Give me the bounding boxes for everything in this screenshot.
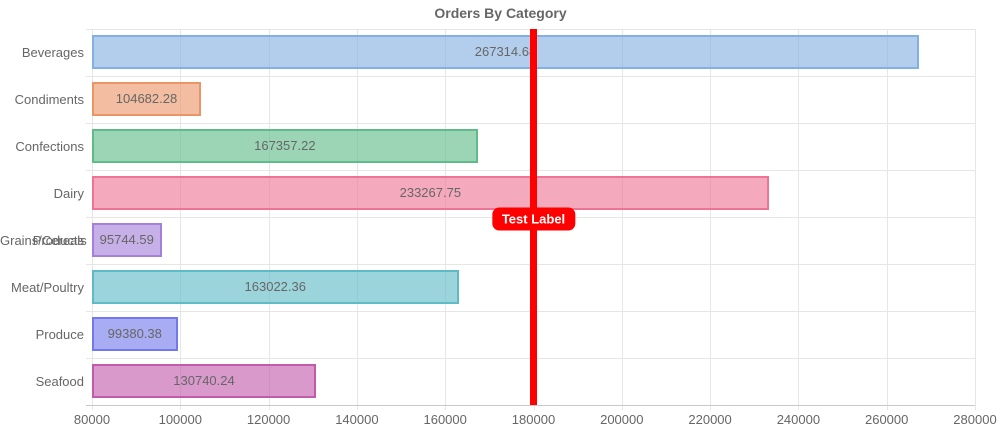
y-axis-category-label: Dairy Products xyxy=(32,185,84,248)
bar-confections[interactable] xyxy=(92,129,478,164)
bar-value-label: 267314.68 xyxy=(474,44,537,60)
x-axis-tick-label: 120000 xyxy=(246,412,291,427)
x-gridline xyxy=(356,28,358,410)
x-axis-tick-label: 80000 xyxy=(73,412,111,427)
bar-value-label: 104682.28 xyxy=(115,91,178,107)
bar-value-label: 167357.22 xyxy=(254,138,316,154)
bar-meat-poultry[interactable] xyxy=(92,270,459,305)
bar-dairy-products[interactable] xyxy=(92,176,769,211)
x-gridline xyxy=(445,28,447,410)
x-axis-tick-label: 100000 xyxy=(158,412,202,427)
bar-produce[interactable] xyxy=(92,317,178,352)
bar-beverages[interactable] xyxy=(92,35,919,70)
x-gridline xyxy=(710,28,712,410)
bar-seafood[interactable] xyxy=(92,364,317,399)
y-axis-category-label: Meat/Poultry xyxy=(11,279,84,295)
x-axis-tick-label: 180000 xyxy=(511,412,556,427)
x-gridline xyxy=(268,28,270,410)
y-axis-category-label: Beverages xyxy=(21,44,84,60)
bar-value-label: 99380.38 xyxy=(107,326,162,342)
x-axis-tick-label: 240000 xyxy=(776,412,821,427)
x-axis-tick-label: 260000 xyxy=(864,412,909,427)
x-gridline xyxy=(621,28,623,410)
x-gridline xyxy=(975,28,976,410)
x-axis-tick-label: 280000 xyxy=(953,412,997,427)
bar-value-label: 163022.36 xyxy=(244,279,306,295)
chart-title: Orders By Category xyxy=(434,5,567,21)
annotation-label: Test Label xyxy=(491,207,576,231)
bar-value-label: 130740.24 xyxy=(173,373,235,389)
x-axis-tick-label: 220000 xyxy=(688,412,732,427)
x-axis-tick-label: 140000 xyxy=(335,412,379,427)
bar-value-label: 233267.75 xyxy=(399,185,462,201)
bar-grains-cereals[interactable] xyxy=(92,223,162,258)
x-gridline xyxy=(180,28,182,410)
x-axis-tick-label: 200000 xyxy=(600,412,644,427)
bar-condiments[interactable] xyxy=(92,82,201,117)
x-gridline xyxy=(798,28,800,410)
x-axis-line xyxy=(86,405,975,406)
y-axis-category-label: Confections xyxy=(15,138,84,154)
y-axis-category-label: Condiments xyxy=(14,91,84,107)
x-gridline xyxy=(886,28,888,410)
x-gridline xyxy=(92,28,93,410)
y-axis-category-label: Grains/Cereals xyxy=(0,232,87,248)
y-axis-category-label: Seafood xyxy=(35,373,84,389)
bar-value-label: 95744.59 xyxy=(99,232,154,248)
x-axis-tick-label: 160000 xyxy=(423,412,467,427)
y-axis-category-label: Produce xyxy=(35,326,84,342)
